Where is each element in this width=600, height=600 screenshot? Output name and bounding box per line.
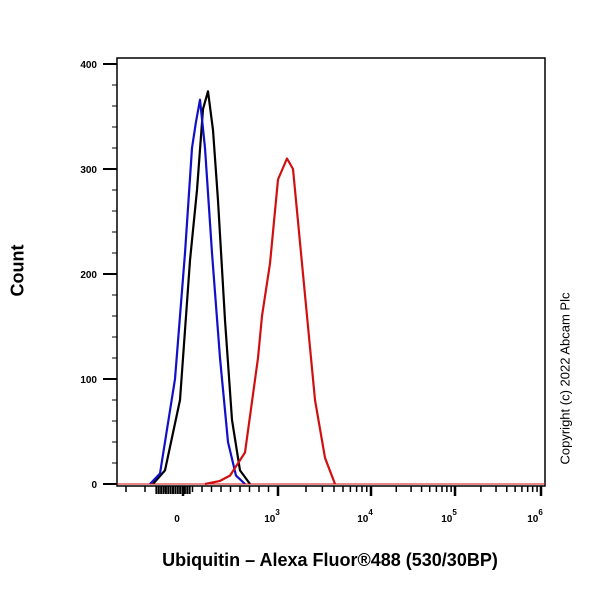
- x-tick-label: 106: [527, 508, 543, 525]
- copyright-annotation: Copyright (c) 2022 Abcam Plc: [557, 292, 573, 465]
- x-tick-label: 103: [264, 508, 280, 525]
- plot-frame: [116, 57, 546, 487]
- y-tick-label: 400: [80, 60, 97, 71]
- y-tick-label: 300: [80, 165, 97, 176]
- y-tick-label: 200: [80, 270, 97, 281]
- series-red-line: [204, 157, 337, 486]
- y-tick-label: 0: [91, 480, 97, 491]
- x-axis-label: Ubiquitin – Alexa Fluor®488 (530/30BP): [162, 550, 498, 570]
- x-tick-label: 105: [441, 508, 457, 525]
- y-axis-label: Count: [7, 244, 28, 297]
- y-tick-label: 100: [80, 375, 97, 386]
- series-black-line: [152, 90, 251, 485]
- x-tick-label: 0: [174, 514, 180, 525]
- x-tick-label: 104: [357, 508, 373, 525]
- series-blue-line: [149, 98, 246, 485]
